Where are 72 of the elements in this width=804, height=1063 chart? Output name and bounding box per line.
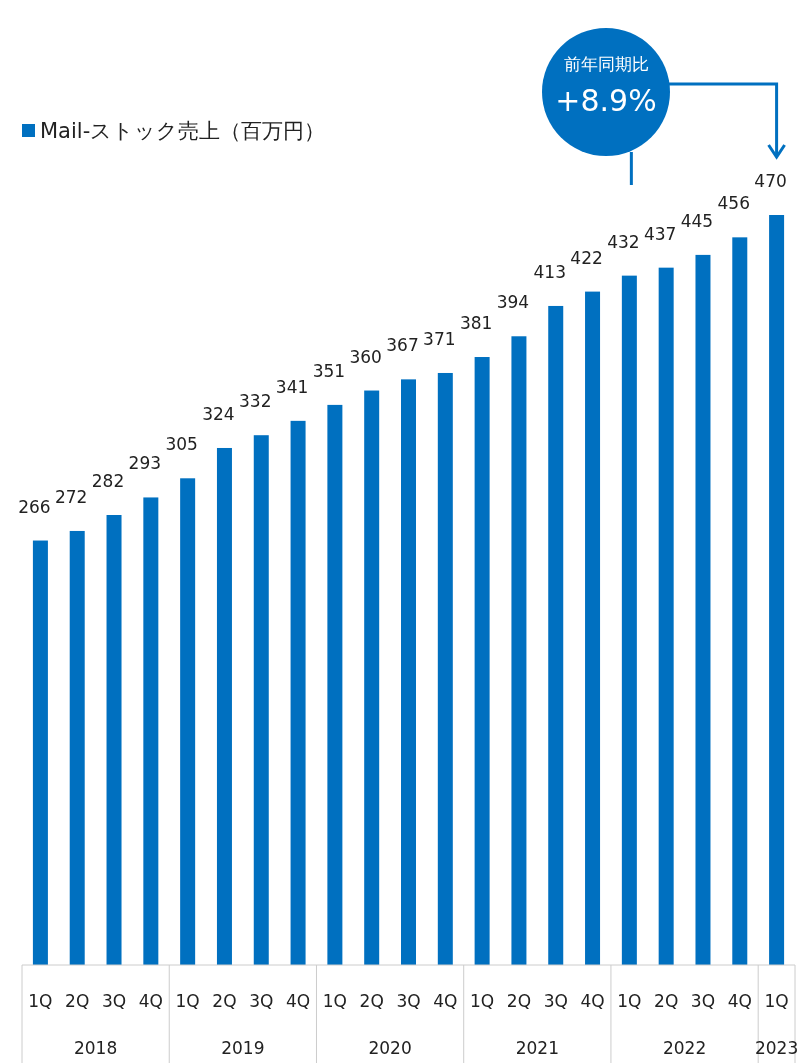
data-label: 282 [91,471,125,491]
bar [364,390,380,965]
x-tick-label: 2Q [654,991,679,1011]
data-label: 371 [423,328,456,349]
bar [585,291,601,965]
legend-label: Mail-ストック売上（百万円） [40,119,326,143]
data-label: 381 [459,313,493,334]
x-tick-label: 4Q [285,991,311,1011]
data-label: 324 [202,403,235,424]
bar [327,404,343,965]
x-tick-label: 1Q [175,991,200,1011]
data-label: 332 [239,391,272,412]
text: 2019 [221,1038,265,1058]
bar [437,372,453,965]
bar [474,357,490,965]
data-label: 360 [349,346,382,367]
bar [253,435,269,965]
bar [290,420,306,965]
data-label: 367 [386,335,419,356]
data-label: 305 [165,434,198,455]
text: 前年同期比 [563,54,649,74]
x-tick-label: 2Q [212,991,237,1011]
data-label: 445 [680,210,714,231]
bar [401,379,416,965]
data-label: 351 [312,360,346,381]
data-label: 456 [717,193,751,214]
bar [695,254,711,965]
bar [511,336,527,965]
text: 2022 [662,1038,707,1058]
text: 2020 [368,1038,412,1058]
data-label: 437 [643,223,677,244]
bar [732,237,748,965]
x-tick-label: 4Q [727,991,752,1011]
data-label: 266 [18,496,51,517]
bar [548,305,564,965]
x-tick-label: 2Q [506,991,532,1011]
x-tick-label: 3Q [543,991,568,1011]
x-tick-label: 4Q [433,991,458,1011]
data-label: 341 [275,376,309,397]
x-tick-label: 3Q [101,991,127,1011]
x-tick-label: 2Q [359,991,384,1011]
text: 2021 [515,1038,559,1058]
x-tick-label: 1Q [28,991,53,1011]
bar [621,275,637,965]
data-label: 470 [754,171,787,191]
data-label: 432 [607,231,640,252]
x-tick-label: 1Q [617,991,642,1011]
x-tick-label: 3Q [249,991,274,1011]
text: +8.9% [555,83,657,118]
x-tick-label: 4Q [580,991,605,1011]
bar [32,540,48,965]
x-tick-label: 2Q [65,991,90,1011]
data-label: 293 [128,453,162,474]
bar [658,267,674,965]
bar [180,478,196,965]
x-tick-label: 1Q [322,991,347,1011]
x-tick-label: 3Q [396,991,421,1011]
text: 2023 [754,1038,799,1058]
bar [143,497,159,965]
data-label: 422 [570,247,603,268]
bar [106,515,122,965]
x-tick-label: 1Q [764,991,789,1011]
x-tick-label: 1Q [470,991,495,1011]
text: 2018 [73,1038,118,1058]
data-label: 394 [496,292,530,313]
bar [216,447,232,965]
x-tick-label: 3Q [690,991,716,1011]
bar [769,215,785,965]
data-label: 272 [54,486,88,507]
data-label: 413 [533,261,566,282]
bar [69,530,85,965]
x-tick-label: 4Q [138,991,163,1011]
